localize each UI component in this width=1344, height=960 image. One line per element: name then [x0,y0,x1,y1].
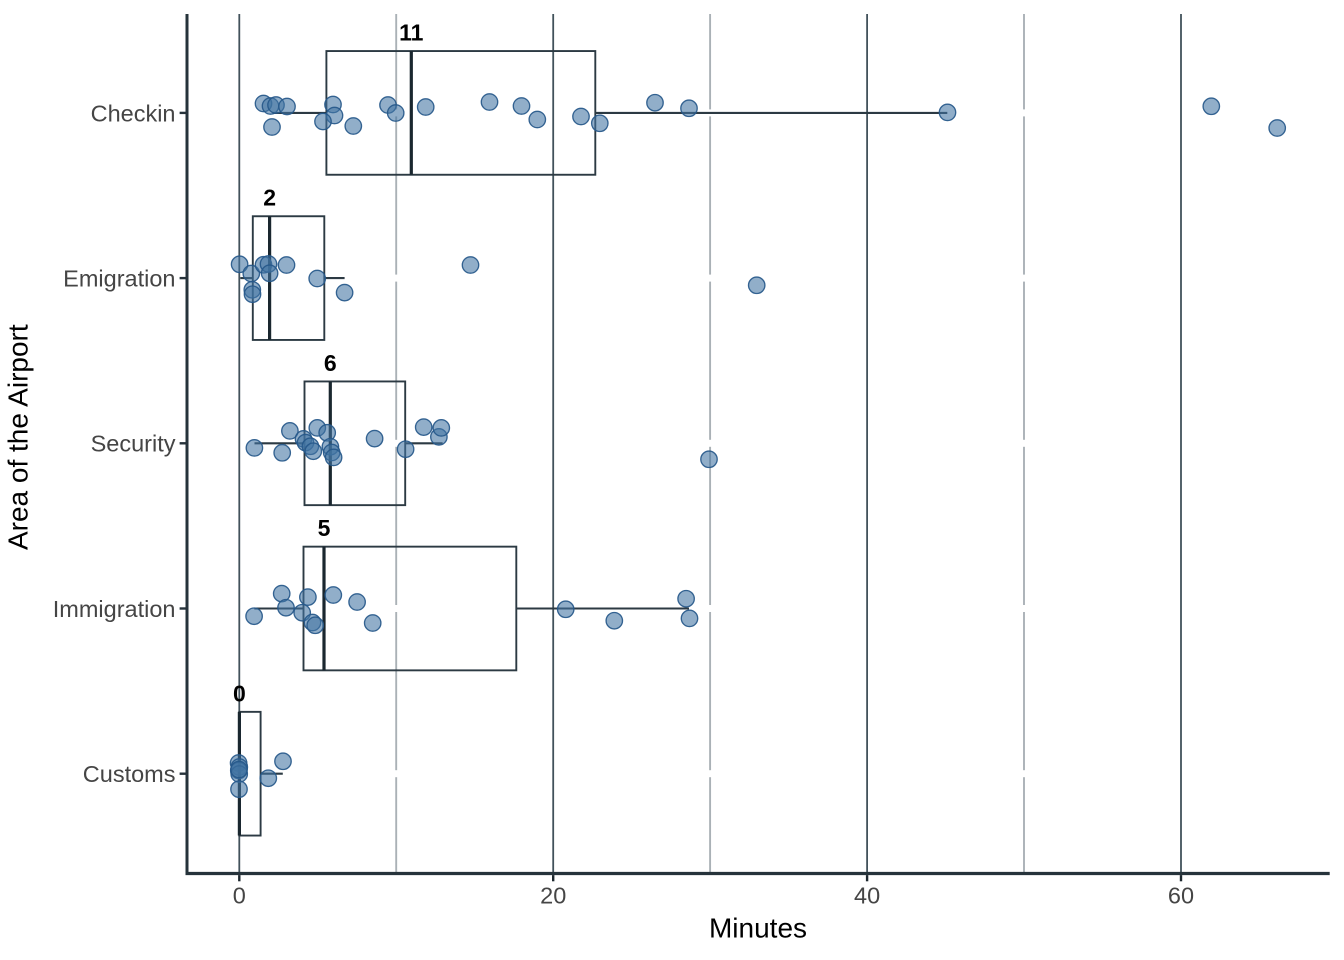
svg-text:Security: Security [91,431,176,457]
svg-text:Emigration: Emigration [63,266,175,292]
svg-text:2: 2 [263,185,276,211]
svg-text:5: 5 [318,515,331,541]
svg-text:Immigration: Immigration [53,596,176,622]
svg-text:Customs: Customs [83,761,176,787]
svg-text:11: 11 [399,19,424,45]
svg-text:6: 6 [324,350,337,376]
svg-text:40: 40 [854,883,880,909]
svg-text:Minutes: Minutes [709,913,807,944]
svg-text:20: 20 [540,883,566,909]
svg-text:Checkin: Checkin [91,100,176,126]
svg-text:0: 0 [233,680,246,706]
svg-text:0: 0 [233,883,246,909]
svg-text:60: 60 [1168,883,1194,909]
svg-text:Area of the Airport: Area of the Airport [2,324,33,550]
